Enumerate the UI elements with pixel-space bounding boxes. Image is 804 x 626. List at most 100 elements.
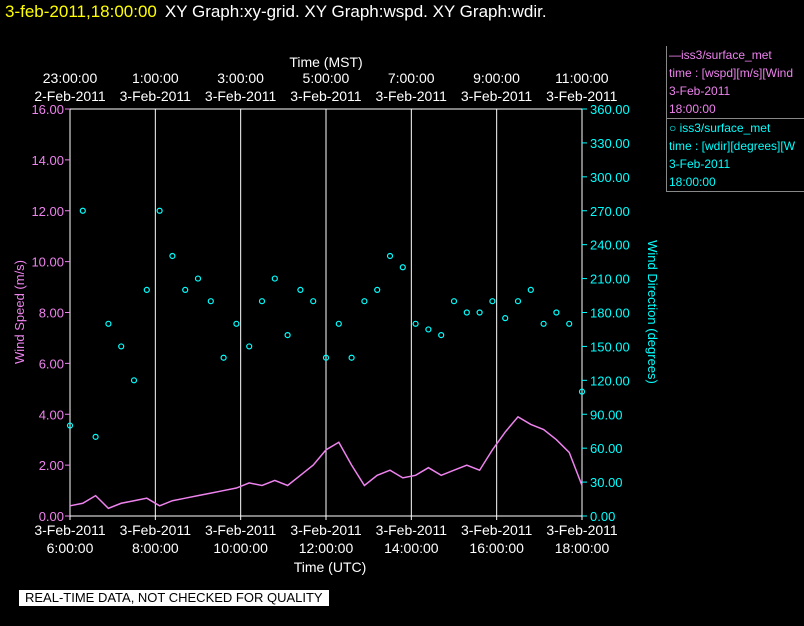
wind-direction-point	[476, 309, 483, 316]
left-axis-label: Wind Speed (m/s)	[12, 260, 27, 364]
wind-direction-point	[566, 320, 573, 327]
wind-direction-point	[578, 388, 586, 395]
wind-direction-point	[514, 298, 522, 305]
top-tick-date: 3-Feb-2011	[461, 88, 533, 104]
legend-wind-speed: —iss3/surface_met time : [wspd][m/s][Win…	[666, 46, 804, 119]
wind-speed-line	[69, 415, 583, 510]
bottom-tick-date: 3-Feb-2011	[290, 522, 362, 538]
right-tick-label: 180.00	[590, 306, 630, 321]
legend-dir-line1: ○ iss3/surface_met	[669, 121, 771, 135]
bottom-tick-time: 18:00:00	[555, 540, 610, 556]
wind-direction-point	[540, 320, 547, 327]
wind-direction-point	[118, 343, 125, 350]
wind-direction-point	[399, 264, 406, 271]
top-tick-time: 23:00:00	[43, 70, 98, 86]
legend-dir-line4: 18:00:00	[669, 175, 716, 189]
wind-direction-point	[156, 207, 163, 214]
right-tick-label: 150.00	[590, 339, 630, 354]
wind-direction-point	[169, 252, 176, 260]
right-tick-label: 0.00	[590, 509, 615, 524]
left-tick-label: 10.00	[31, 255, 64, 270]
bottom-tick-date: 3-Feb-2011	[461, 522, 533, 538]
left-axis-ticks: 0.00 2.00 4.00 6.00 8.00 10.00 12.00 14.00 16.00	[31, 102, 70, 524]
wind-direction-point	[348, 354, 355, 361]
right-tick-label: 330.00	[590, 136, 630, 151]
right-tick-label: 60.00	[590, 441, 623, 456]
top-axis-ticks: 23:00:00 2-Feb-2011 1:00:00 3-Feb-2011 3:00:…	[34, 70, 617, 104]
bottom-tick-date: 3-Feb-2011	[120, 522, 192, 538]
wind-direction-point	[92, 433, 99, 440]
wind-direction-point	[527, 286, 534, 293]
wind-direction-point	[335, 320, 342, 327]
left-tick-label: 14.00	[31, 153, 64, 168]
legend-dir-line3: 3-Feb-2011	[669, 157, 731, 171]
wind-direction-point	[310, 298, 317, 305]
top-tick-time: 7:00:00	[388, 70, 435, 86]
top-tick-time: 9:00:00	[473, 70, 520, 86]
left-tick-label: 8.00	[39, 306, 64, 321]
bottom-tick-time: 6:00:00	[47, 540, 94, 556]
top-tick-time: 11:00:00	[555, 70, 609, 86]
right-axis-ticks: 0.00 30.00 60.00 90.00 120.00 150.00 180.00 210…	[582, 102, 630, 524]
right-tick-label: 90.00	[590, 407, 623, 422]
wind-direction-point	[271, 275, 278, 282]
top-tick-date: 2-Feb-2011	[34, 88, 106, 104]
wind-direction-point	[553, 309, 560, 316]
legend-speed-line1: —iss3/surface_met	[669, 48, 772, 62]
left-tick-label: 6.00	[39, 356, 64, 371]
top-tick-date: 3-Feb-2011	[290, 88, 362, 104]
wind-direction-point	[361, 298, 368, 305]
wind-direction-point	[207, 298, 214, 305]
wind-direction-point	[143, 286, 150, 293]
right-tick-label: 240.00	[590, 238, 630, 253]
left-tick-label: 0.00	[39, 509, 64, 524]
wind-direction-point	[284, 332, 291, 339]
wind-direction-point	[182, 286, 189, 293]
right-tick-label: 30.00	[590, 475, 623, 490]
legend-speed-line4: 18:00:00	[669, 102, 716, 116]
wind-direction-point	[79, 207, 86, 214]
wind-direction-point	[412, 320, 419, 327]
top-tick-date: 3-Feb-2011	[205, 88, 277, 104]
wind-direction-point	[489, 298, 496, 305]
quality-note: REAL-TIME DATA, NOT CHECKED FOR QUALITY	[19, 590, 329, 606]
wind-direction-point	[322, 354, 330, 361]
wind-direction-point	[425, 326, 432, 333]
timestamp: 3-feb-2011,18:00:00	[5, 2, 157, 21]
legend-speed-line2: time : [wspd][m/s][Wind	[669, 66, 794, 80]
bottom-tick-date: 3-Feb-2011	[546, 522, 618, 538]
left-tick-label: 16.00	[31, 102, 64, 117]
bottom-tick-time: 12:00:00	[299, 540, 354, 556]
bottom-tick-time: 8:00:00	[132, 540, 179, 556]
left-tick-label: 12.00	[31, 204, 64, 219]
top-axis-label: Time (MST)	[289, 54, 362, 70]
legend-speed-line3: 3-Feb-2011	[669, 84, 731, 98]
top-tick-date: 3-Feb-2011	[546, 88, 618, 104]
top-tick-time: 5:00:00	[303, 70, 350, 86]
bottom-tick-time: 14:00:00	[384, 540, 439, 556]
wind-speed-series	[69, 415, 583, 510]
left-tick-label: 4.00	[39, 407, 64, 422]
wind-direction-point	[220, 354, 227, 361]
wind-direction-point	[450, 298, 458, 305]
right-tick-label: 300.00	[590, 170, 630, 185]
bottom-tick-date: 3-Feb-2011	[376, 522, 448, 538]
right-axis-label: Wind Direction (degrees)	[645, 240, 660, 384]
top-tick-time: 3:00:00	[217, 70, 264, 86]
top-tick-date: 3-Feb-2011	[376, 88, 448, 104]
wind-direction-series	[66, 207, 586, 440]
bottom-tick-time: 10:00:00	[213, 540, 268, 556]
top-tick-time: 1:00:00	[132, 70, 179, 86]
top-tick-date: 3-Feb-2011	[120, 88, 192, 104]
legend-dir-line2: time : [wdir][degrees][W	[669, 139, 796, 153]
wind-direction-point	[463, 309, 470, 316]
wind-direction-point	[502, 315, 509, 322]
wind-direction-point	[246, 343, 253, 350]
right-tick-label: 210.00	[590, 272, 630, 287]
graph-list: XY Graph:xy-grid. XY Graph:wspd. XY Grap…	[164, 2, 547, 21]
wind-direction-point	[233, 320, 240, 327]
wind-direction-point	[297, 286, 304, 293]
title-bar: 3-feb-2011,18:00:00 XY Graph:xy-grid. XY …	[5, 2, 547, 22]
legend-wind-direction: ○ iss3/surface_met time : [wdir][degrees…	[666, 119, 804, 192]
wind-direction-point	[374, 286, 381, 293]
